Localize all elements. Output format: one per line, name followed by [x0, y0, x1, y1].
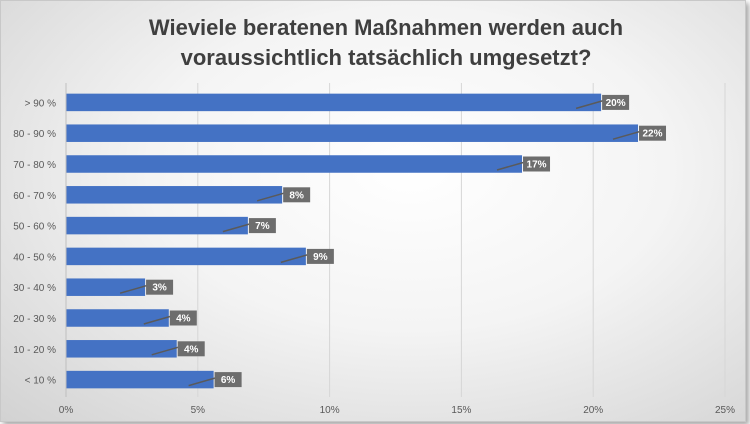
data-label-leader [222, 222, 252, 233]
y-tick-label: 80 - 90 % [13, 129, 56, 140]
data-label-box [214, 372, 242, 388]
data-label-box [169, 310, 197, 326]
x-tick-label: 25% [715, 405, 735, 416]
chart-title: Wieviele beratenen Maßnahmen werden auch… [61, 13, 711, 73]
data-label-leader [280, 253, 310, 264]
x-tick-label: 10% [320, 405, 340, 416]
data-label-leader [496, 161, 526, 171]
data-label-box [306, 248, 334, 264]
bar [66, 247, 306, 266]
data-label-box [523, 156, 551, 172]
y-tick-label: < 10 % [25, 376, 57, 387]
data-label-leader [575, 99, 605, 110]
bar [66, 155, 523, 173]
data-label: 17% [527, 160, 547, 171]
data-label-leader [188, 376, 217, 387]
data-label: 9% [313, 252, 328, 263]
data-label-leader [143, 315, 173, 325]
data-label-box [146, 279, 174, 295]
data-label-box [248, 218, 276, 234]
bar [66, 278, 146, 296]
bar [66, 340, 177, 358]
bar [66, 186, 283, 204]
y-tick-label: 70 - 80 % [13, 160, 56, 171]
y-tick-label: 50 - 60 % [13, 222, 56, 233]
data-label: 20% [606, 98, 626, 109]
data-label-leader [612, 130, 642, 140]
data-label: 4% [176, 314, 191, 325]
x-tick-label: 20% [583, 405, 603, 416]
data-label: 3% [152, 283, 167, 294]
data-label-leader [151, 346, 180, 356]
bar [66, 124, 639, 142]
bar [66, 370, 214, 389]
data-label-box [177, 341, 205, 357]
data-label: 8% [289, 190, 304, 201]
data-label-box [283, 187, 311, 203]
bar [66, 93, 602, 112]
x-tick-label: 15% [451, 405, 471, 416]
chart-title-line-2: voraussichtlich tatsächlich umgesetzt? [180, 45, 592, 70]
data-label: 4% [184, 344, 199, 355]
x-tick-label: 5% [191, 405, 206, 416]
y-tick-label: 60 - 70 % [13, 191, 56, 202]
data-label-leader [256, 192, 286, 202]
data-label: 7% [255, 221, 270, 232]
data-label-box [602, 94, 630, 110]
data-label-box [639, 125, 667, 141]
x-tick-label: 0% [59, 405, 74, 416]
bar [66, 216, 248, 235]
y-tick-label: 20 - 30 % [13, 314, 56, 325]
y-tick-label: 10 - 20 % [13, 345, 56, 356]
y-tick-label: 30 - 40 % [13, 283, 56, 294]
data-label-leader [119, 284, 149, 294]
chart-title-line-1: Wieviele beratenen Maßnahmen werden auch [148, 15, 624, 40]
bar [66, 309, 169, 327]
data-label: 6% [221, 375, 236, 386]
y-tick-label: > 90 % [25, 98, 57, 109]
data-label: 22% [643, 129, 663, 140]
y-tick-label: 40 - 50 % [13, 252, 56, 263]
